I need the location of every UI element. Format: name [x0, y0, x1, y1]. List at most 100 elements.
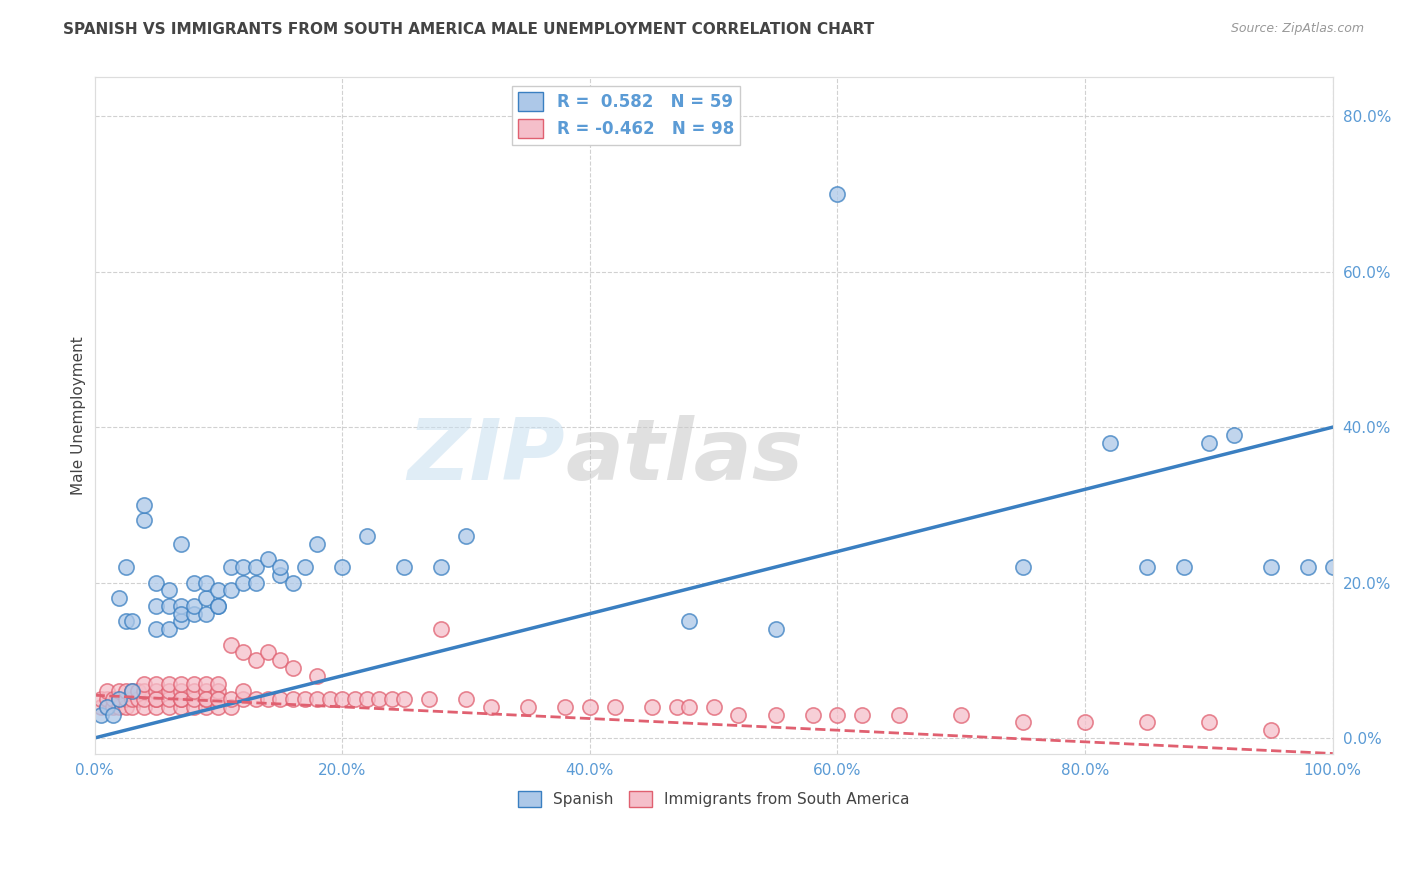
- Point: [516, 699, 538, 714]
- Point: [157, 699, 180, 714]
- Text: ZIP: ZIP: [408, 415, 565, 498]
- Y-axis label: Male Unemployment: Male Unemployment: [72, 336, 86, 495]
- Point: [307, 692, 329, 706]
- Point: [108, 692, 131, 706]
- Point: [195, 591, 218, 606]
- Point: [157, 676, 180, 690]
- Point: [257, 645, 280, 659]
- Point: [1222, 428, 1244, 442]
- Point: [207, 599, 229, 613]
- Point: [950, 707, 973, 722]
- Point: [195, 692, 218, 706]
- Text: Source: ZipAtlas.com: Source: ZipAtlas.com: [1230, 22, 1364, 36]
- Point: [195, 699, 218, 714]
- Point: [579, 699, 602, 714]
- Point: [114, 560, 136, 574]
- Point: [479, 699, 502, 714]
- Point: [207, 599, 229, 613]
- Point: [245, 692, 267, 706]
- Point: [827, 707, 849, 722]
- Point: [157, 684, 180, 698]
- Point: [90, 707, 112, 722]
- Point: [145, 692, 167, 706]
- Point: [145, 699, 167, 714]
- Point: [765, 622, 787, 636]
- Point: [319, 692, 342, 706]
- Point: [108, 692, 131, 706]
- Point: [145, 622, 167, 636]
- Point: [294, 692, 316, 706]
- Point: [170, 537, 193, 551]
- Point: [1198, 715, 1220, 730]
- Point: [183, 684, 205, 698]
- Point: [232, 560, 254, 574]
- Point: [207, 583, 229, 598]
- Point: [330, 560, 353, 574]
- Point: [132, 699, 155, 714]
- Point: [430, 560, 453, 574]
- Point: [207, 692, 229, 706]
- Point: [121, 692, 143, 706]
- Point: [219, 638, 242, 652]
- Point: [801, 707, 824, 722]
- Point: [1012, 715, 1035, 730]
- Point: [183, 676, 205, 690]
- Point: [132, 684, 155, 698]
- Point: [232, 684, 254, 698]
- Point: [219, 560, 242, 574]
- Legend: Spanish, Immigrants from South America: Spanish, Immigrants from South America: [512, 785, 915, 814]
- Point: [269, 560, 291, 574]
- Point: [195, 676, 218, 690]
- Point: [889, 707, 911, 722]
- Point: [232, 692, 254, 706]
- Point: [127, 684, 149, 698]
- Point: [183, 692, 205, 706]
- Point: [157, 599, 180, 613]
- Point: [418, 692, 440, 706]
- Point: [183, 699, 205, 714]
- Point: [232, 645, 254, 659]
- Point: [183, 607, 205, 621]
- Point: [114, 699, 136, 714]
- Point: [195, 607, 218, 621]
- Point: [170, 607, 193, 621]
- Point: [1136, 715, 1159, 730]
- Point: [121, 615, 143, 629]
- Point: [1260, 560, 1282, 574]
- Point: [245, 560, 267, 574]
- Point: [157, 622, 180, 636]
- Point: [96, 684, 118, 698]
- Point: [157, 583, 180, 598]
- Point: [183, 575, 205, 590]
- Point: [219, 692, 242, 706]
- Point: [356, 692, 378, 706]
- Point: [195, 684, 218, 698]
- Point: [727, 707, 749, 722]
- Point: [1260, 723, 1282, 738]
- Point: [132, 692, 155, 706]
- Point: [90, 692, 112, 706]
- Point: [132, 498, 155, 512]
- Text: SPANISH VS IMMIGRANTS FROM SOUTH AMERICA MALE UNEMPLOYMENT CORRELATION CHART: SPANISH VS IMMIGRANTS FROM SOUTH AMERICA…: [63, 22, 875, 37]
- Point: [170, 615, 193, 629]
- Point: [232, 575, 254, 590]
- Point: [827, 186, 849, 201]
- Point: [356, 529, 378, 543]
- Point: [1198, 435, 1220, 450]
- Point: [170, 676, 193, 690]
- Point: [145, 575, 167, 590]
- Point: [114, 615, 136, 629]
- Point: [132, 513, 155, 527]
- Point: [207, 699, 229, 714]
- Point: [219, 699, 242, 714]
- Point: [678, 615, 700, 629]
- Point: [343, 692, 366, 706]
- Point: [257, 552, 280, 566]
- Point: [454, 529, 477, 543]
- Point: [121, 684, 143, 698]
- Point: [207, 684, 229, 698]
- Point: [207, 676, 229, 690]
- Point: [195, 692, 218, 706]
- Point: [121, 684, 143, 698]
- Point: [101, 707, 124, 722]
